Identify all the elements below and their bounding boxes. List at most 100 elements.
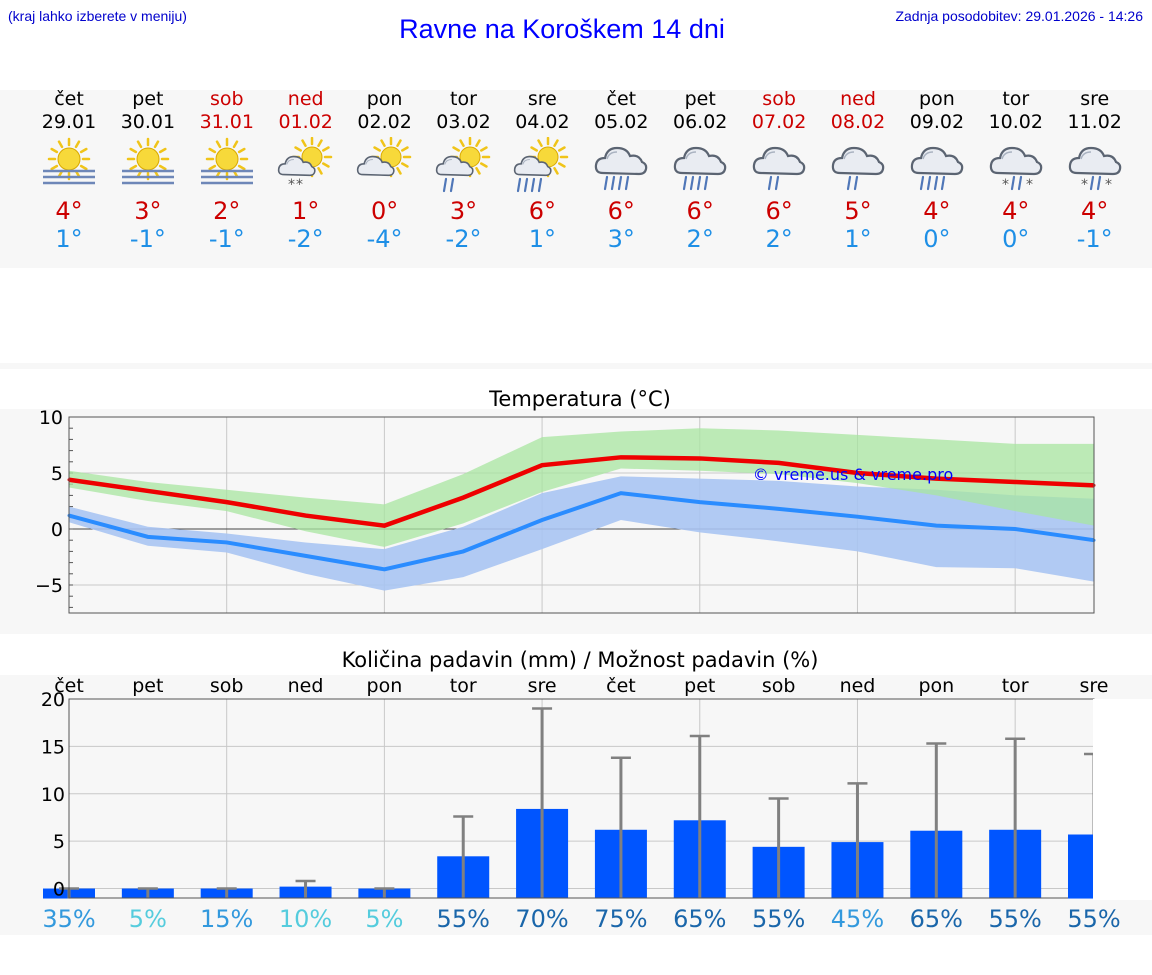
cloud-shape	[595, 146, 648, 176]
plot-clip	[1093, 699, 1152, 900]
min-temp-point	[934, 524, 938, 528]
location-menu-hint: (kraj lahko izberete v meniju)	[8, 8, 187, 24]
precip-probability: 65%	[673, 905, 726, 932]
day-label: tor	[1002, 675, 1029, 697]
min-temp-band	[69, 476, 1094, 591]
day-name: ned	[287, 88, 324, 110]
cloud-shape	[910, 146, 964, 176]
day-name: sre	[527, 88, 557, 110]
cloud-sleet-icon: * *	[1068, 146, 1121, 193]
cloud-light-rain-icon	[831, 146, 885, 191]
y-tick-label: 5	[53, 831, 65, 853]
precip-error-bar	[768, 797, 789, 899]
snow-flake: *	[288, 177, 295, 193]
day-date: 06.02	[672, 111, 728, 133]
rain-drop	[690, 175, 695, 191]
max-temp-point	[225, 500, 229, 504]
sun-shape	[126, 137, 170, 181]
day-name: pon	[366, 88, 403, 110]
precip-error-bar	[453, 815, 474, 899]
day-column: pet 30.01 3° -1°	[108, 88, 188, 253]
cloud-shape	[356, 155, 395, 177]
min-temp-point	[855, 515, 859, 519]
min-temp-point	[1013, 527, 1017, 531]
min-temp-point	[540, 518, 544, 522]
min-temperature: -1°	[129, 225, 166, 253]
rain-drop	[618, 175, 623, 191]
precip-error-bar	[926, 742, 947, 899]
day-label: čet	[606, 675, 636, 697]
day-column: sob 07.02 6° 2°	[739, 88, 819, 253]
day-label: ned	[840, 675, 876, 697]
precip-error-bar	[295, 879, 316, 899]
day-label: čet	[54, 675, 84, 697]
day-column: pet 06.02 6° 2°	[660, 88, 740, 253]
sun-shape	[47, 137, 91, 181]
min-temperature: -4°	[366, 225, 403, 253]
snow-flake: *	[1081, 177, 1088, 193]
day-date: 08.02	[830, 111, 886, 133]
day-date: 05.02	[594, 111, 649, 133]
max-temperature: 0°	[370, 197, 399, 225]
rain-drop	[625, 175, 630, 191]
day-name: tor	[1002, 88, 1030, 110]
max-temp-point	[461, 496, 465, 500]
max-temperature: 5°	[844, 197, 872, 225]
min-temperature: -2°	[287, 225, 324, 253]
plot-frame	[68, 416, 1095, 614]
precip-probability: 55%	[988, 905, 1041, 932]
max-temperature: 6°	[686, 197, 714, 225]
page-title: Ravne na Koroškem 14 dni	[399, 14, 725, 44]
min-temp-point	[304, 554, 308, 558]
day-column: tor 10.02 * * 4° 0°	[976, 88, 1056, 253]
y-tick-label: 0	[53, 879, 65, 901]
day-date: 11.02	[1067, 111, 1122, 133]
day-column: pon 02.02 0° -4°	[345, 88, 425, 253]
rain-drop	[1010, 175, 1015, 191]
partly-cloudy-snow-icon: * *	[277, 137, 332, 193]
max-temperature: 2°	[213, 197, 241, 225]
day-date: 30.01	[120, 111, 176, 133]
day-label: pet	[132, 675, 163, 697]
y-tick-label: 15	[41, 736, 65, 758]
max-temp-point	[540, 463, 544, 467]
sun-fog-icon	[200, 137, 253, 185]
max-temp-point	[698, 456, 702, 460]
min-temp-point	[698, 500, 702, 504]
y-tick-label: −5	[35, 575, 63, 597]
cloud-shape	[673, 146, 727, 176]
max-temperature: 6°	[528, 197, 557, 225]
precip-probability: 75%	[594, 905, 647, 932]
day-date: 01.02	[278, 111, 333, 133]
sun-fog-icon	[43, 137, 95, 185]
max-temp-point	[934, 477, 938, 481]
precip-probability: 65%	[910, 905, 963, 932]
max-temperature: 1°	[292, 197, 320, 225]
cloud-shape	[752, 146, 806, 176]
day-label: pet	[684, 675, 715, 697]
day-name: tor	[450, 88, 477, 110]
temperature-chart: 10 5 0 −5 © vreme.us & vreme.pro	[35, 407, 1096, 614]
precip-error-bar	[374, 887, 395, 899]
sun-shape	[205, 137, 249, 181]
precipitation-chart-title: Količina padavin (mm) / Možnost padavin …	[341, 648, 819, 672]
y-tick-label: 0	[51, 519, 63, 541]
snow-flake: *	[1105, 177, 1112, 193]
snow-flake: *	[1026, 177, 1033, 193]
day-date: 31.01	[199, 111, 254, 133]
day-column: čet 29.01 4° 1°	[29, 88, 109, 253]
max-temp-point	[304, 514, 308, 518]
max-temp-point	[146, 489, 150, 493]
rain-drop	[704, 175, 709, 191]
sun-fog-icon	[121, 137, 174, 185]
precip-probability: 5%	[129, 905, 167, 932]
rain-drop	[1096, 175, 1101, 191]
rain-drop	[611, 175, 616, 191]
day-name: čet	[606, 88, 637, 110]
precip-probability: 10%	[279, 905, 332, 932]
rain-drop	[517, 177, 522, 193]
cloud-shape	[277, 155, 316, 177]
min-temperature: -1°	[208, 225, 245, 253]
cloud-light-rain-icon	[752, 146, 806, 191]
min-temp-line	[68, 491, 1095, 572]
